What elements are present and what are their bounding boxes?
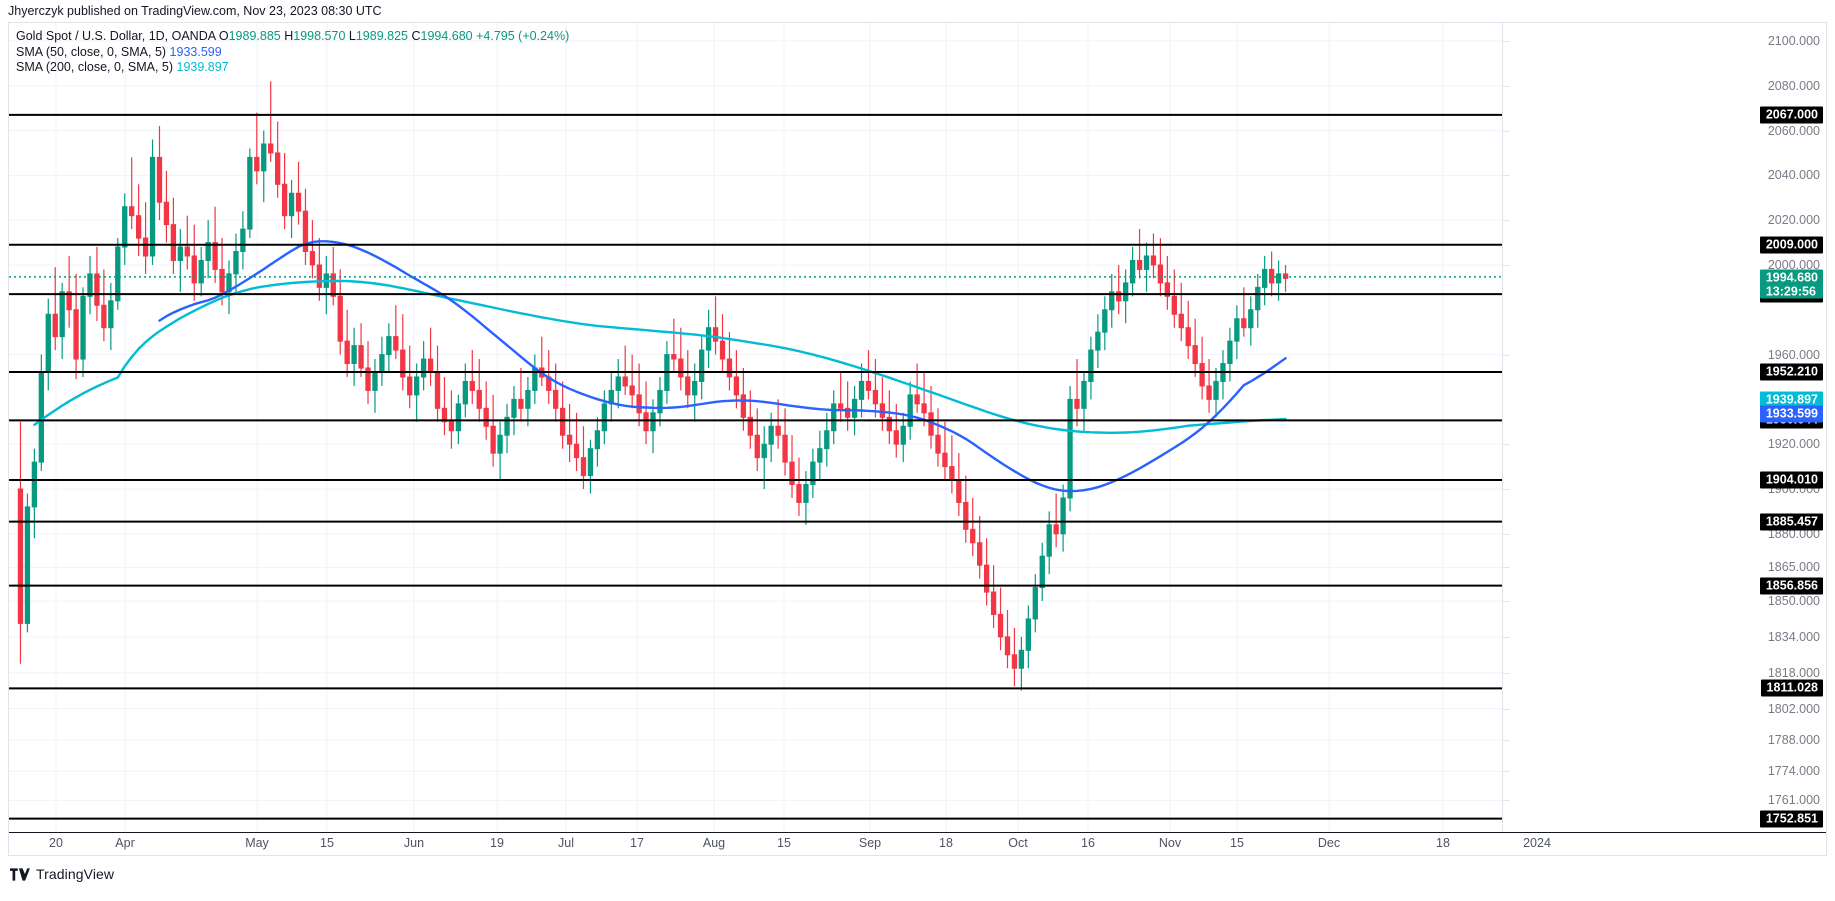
price-tick-mark bbox=[1503, 800, 1510, 802]
chart-plot-area[interactable] bbox=[9, 23, 1504, 834]
time-tick-label: 17 bbox=[630, 836, 644, 850]
price-level-tag[interactable]: 1811.028 bbox=[1760, 679, 1823, 697]
time-tick-label: May bbox=[245, 836, 269, 850]
price-tick-mark bbox=[1503, 175, 1510, 177]
price-tick-label: 2020.000 bbox=[1767, 213, 1820, 228]
time-tick-label: Dec bbox=[1317, 836, 1341, 850]
time-tick-label: 2024 bbox=[1523, 836, 1551, 850]
time-tick-label: Oct bbox=[1008, 836, 1028, 850]
price-tick-mark bbox=[1503, 444, 1510, 446]
sma50-tag[interactable]: 1933.599 bbox=[1759, 405, 1823, 423]
time-tick-label: 18 bbox=[1436, 836, 1450, 850]
price-tick-label: 1834.000 bbox=[1767, 629, 1820, 644]
time-tick-label: 15 bbox=[777, 836, 791, 850]
price-level-tag[interactable]: 1952.210 bbox=[1759, 363, 1823, 381]
chart-frame[interactable]: Gold Spot / U.S. Dollar, 1D, OANDA O1989… bbox=[8, 22, 1827, 856]
price-tick-mark bbox=[1503, 567, 1510, 569]
price-tick-mark bbox=[1503, 672, 1510, 674]
tradingview-logo-icon bbox=[10, 867, 30, 881]
last-price-tag[interactable]: 1994.680 13:29:56 bbox=[1759, 269, 1823, 299]
sma200-tag[interactable]: 1939.897 bbox=[1759, 391, 1823, 409]
price-tick-mark bbox=[1503, 220, 1510, 222]
price-tick-mark bbox=[1503, 771, 1510, 773]
price-tick-mark bbox=[1503, 354, 1510, 356]
price-tick-label: 1865.000 bbox=[1767, 560, 1820, 575]
tradingview-brand-name: TradingView bbox=[36, 866, 115, 882]
attribution-text: Jhyerczyk published on TradingView.com, … bbox=[8, 4, 382, 18]
price-tick-label: 1880.000 bbox=[1767, 526, 1820, 541]
time-tick-label: Aug bbox=[702, 836, 726, 850]
price-level-tag[interactable]: 1752.851 bbox=[1759, 810, 1823, 828]
time-tick-label: Nov bbox=[1158, 836, 1182, 850]
price-tick-label: 2080.000 bbox=[1767, 78, 1820, 93]
price-tick-label: 2000.000 bbox=[1767, 257, 1820, 272]
price-tick-mark bbox=[1503, 739, 1510, 741]
tradingview-brand: TradingView bbox=[10, 866, 114, 882]
time-tick-label: Apr bbox=[115, 836, 135, 850]
price-tick-mark bbox=[1503, 533, 1510, 535]
price-tick-label: 1960.000 bbox=[1767, 347, 1820, 362]
price-tick-label: 1850.000 bbox=[1767, 594, 1820, 608]
time-tick-label: 19 bbox=[490, 836, 504, 850]
price-tick-label: 1920.000 bbox=[1767, 437, 1820, 452]
price-tick-mark bbox=[1503, 40, 1510, 42]
price-tick-mark bbox=[1503, 130, 1510, 132]
time-tick-label: Sep bbox=[858, 836, 882, 850]
time-tick-label: 15 bbox=[320, 836, 334, 850]
price-level-tag[interactable]: 2067.000 bbox=[1759, 106, 1823, 124]
time-tick-label: Jun bbox=[403, 836, 425, 850]
price-tick-label: 1774.000 bbox=[1767, 764, 1820, 779]
price-level-tag[interactable]: 1904.010 bbox=[1759, 471, 1823, 489]
time-tick-label: 18 bbox=[939, 836, 953, 850]
price-tick-label: 1761.000 bbox=[1767, 793, 1820, 808]
time-tick-label: 16 bbox=[1081, 836, 1095, 850]
price-tick-mark bbox=[1503, 85, 1510, 87]
time-tick-label: 15 bbox=[1230, 836, 1244, 850]
price-tick-label: 1788.000 bbox=[1767, 732, 1820, 747]
last-price-countdown: 13:29:56 bbox=[1765, 284, 1816, 299]
price-tick-label: 2100.000 bbox=[1767, 33, 1820, 48]
price-tick-mark bbox=[1503, 601, 1510, 602]
price-tick-mark bbox=[1503, 636, 1510, 638]
time-tick-label: 20 bbox=[49, 836, 63, 850]
price-level-tag[interactable]: 1856.856 bbox=[1759, 577, 1823, 595]
price-level-tag[interactable]: 1885.457 bbox=[1759, 513, 1823, 531]
time-axis[interactable]: 20 Apr May 15 Jun 19 Jul 17 Aug 15 Sep 18 Oct 16 Nov 15… bbox=[9, 832, 1826, 855]
price-level-tag[interactable]: 2009.000 bbox=[1759, 236, 1823, 254]
price-tick-mark bbox=[1503, 488, 1510, 490]
price-tick-mark bbox=[1503, 708, 1510, 710]
chart-canvas bbox=[9, 23, 1504, 834]
price-tick-label: 1818.000 bbox=[1767, 665, 1820, 680]
time-tick-label: Jul bbox=[558, 836, 574, 850]
price-axis[interactable]: 2100.000 2080.000 2060.000 2040.000 2020.000… bbox=[1502, 23, 1826, 834]
price-tick-label: 2060.000 bbox=[1767, 123, 1820, 138]
price-tick-mark bbox=[1503, 264, 1510, 266]
price-tick-label: 2040.000 bbox=[1767, 168, 1820, 183]
price-tick-label: 1802.000 bbox=[1767, 701, 1820, 716]
